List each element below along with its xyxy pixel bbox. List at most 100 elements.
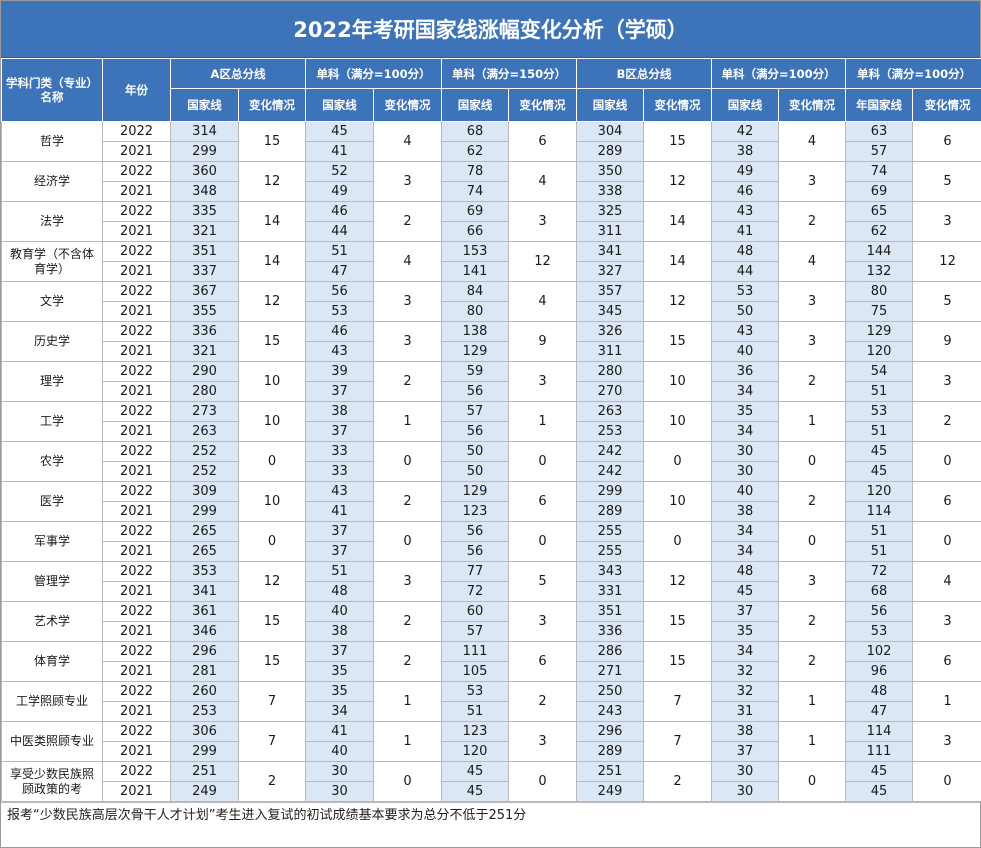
header-a-single-150: 单科（满分=150分）	[441, 58, 578, 89]
national-line-cell: 353	[170, 561, 239, 582]
national-line-cell: 40	[711, 341, 780, 362]
national-line-cell: 51	[845, 381, 914, 402]
national-line-cell: 53	[845, 621, 914, 642]
year-cell: 2022	[102, 721, 171, 742]
change-cell: 4	[372, 121, 443, 162]
national-line-cell: 273	[170, 401, 239, 422]
national-line-cell: 350	[576, 161, 645, 182]
national-line-cell: 34	[711, 421, 780, 442]
change-cell: 4	[372, 241, 443, 282]
national-line-cell: 32	[711, 661, 780, 682]
national-line-cell: 105	[441, 661, 510, 682]
header-change: 变化情况	[912, 88, 981, 122]
change-cell: 3	[508, 721, 578, 762]
national-line-cell: 37	[711, 601, 780, 622]
table-row: 法学 2022 335 14 46 2 69 3 325 14 43 2 65 3	[1, 201, 981, 242]
year-cell: 2021	[102, 581, 171, 602]
year-cell: 2021	[102, 461, 171, 482]
year-cell: 2021	[102, 781, 171, 802]
change-cell: 10	[238, 361, 306, 402]
year-cell: 2021	[102, 301, 171, 322]
national-line-cell: 38	[711, 501, 780, 522]
change-cell: 1	[912, 681, 981, 722]
national-line-cell: 53	[441, 681, 510, 702]
national-line-cell: 346	[170, 621, 239, 642]
national-line-cell: 34	[305, 701, 374, 722]
national-line-cell: 52	[305, 161, 374, 182]
table-row: 2021 337 47 141 327 44 132	[2, 261, 981, 282]
national-line-cell: 56	[441, 381, 510, 402]
change-cell: 6	[912, 481, 981, 522]
header-national-line: 国家线	[170, 88, 239, 122]
national-line-cell: 34	[711, 381, 780, 402]
national-line-cell: 68	[845, 581, 914, 602]
change-cell: 9	[912, 321, 981, 362]
year-cell: 2022	[102, 481, 171, 502]
national-line-cell: 45	[305, 121, 374, 142]
year-cell: 2021	[102, 701, 171, 722]
subject-cell: 工学照顾专业	[1, 681, 103, 722]
national-line-cell: 57	[845, 141, 914, 162]
national-line-cell: 56	[441, 421, 510, 442]
national-line-cell: 120	[441, 741, 510, 762]
national-line-cell: 43	[305, 481, 374, 502]
year-cell: 2022	[102, 441, 171, 462]
header-national-line: 国家线	[711, 88, 780, 122]
national-line-cell: 129	[441, 481, 510, 502]
table-row: 2021 355 53 80 345 50 75	[2, 301, 981, 322]
change-cell: 0	[778, 761, 847, 802]
national-line-cell: 32	[711, 681, 780, 702]
table-row: 文学 2022 367 12 56 3 84 4 357 12 53 3 80 5	[1, 281, 981, 322]
national-line-cell: 30	[711, 461, 780, 482]
national-line-cell: 341	[170, 581, 239, 602]
header-change: 变化情况	[643, 88, 713, 122]
header-row-1: 学科门类（专业）名称 年份 A区总分线 单科（满分=100分） 单科（满分=15…	[1, 58, 981, 122]
change-cell: 3	[372, 561, 443, 602]
year-cell: 2022	[102, 401, 171, 422]
national-line-cell: 299	[576, 481, 645, 502]
national-line-cell: 114	[845, 721, 914, 742]
table-row: 工学照顾专业 2022 260 7 35 1 53 2 250 7 32 1 48 1	[1, 681, 981, 722]
change-cell: 5	[912, 281, 981, 322]
national-line-cell: 46	[305, 201, 374, 222]
change-cell: 12	[508, 241, 578, 282]
change-cell: 1	[372, 681, 443, 722]
year-cell: 2021	[102, 341, 171, 362]
national-line-cell: 43	[305, 341, 374, 362]
national-line-cell: 361	[170, 601, 239, 622]
year-cell: 2022	[102, 361, 171, 382]
national-line-cell: 311	[576, 221, 645, 242]
national-line-cell: 37	[305, 421, 374, 442]
national-line-cell: 66	[441, 221, 510, 242]
change-cell: 15	[643, 321, 713, 362]
change-cell: 2	[508, 681, 578, 722]
national-line-cell: 43	[711, 201, 780, 222]
change-cell: 15	[238, 121, 306, 162]
change-cell: 7	[643, 721, 713, 762]
change-cell: 12	[912, 241, 981, 282]
change-cell: 2	[778, 481, 847, 522]
national-line-cell: 63	[845, 121, 914, 142]
national-line-cell: 68	[441, 121, 510, 142]
subject-cell: 历史学	[1, 321, 103, 362]
national-line-cell: 50	[441, 461, 510, 482]
change-cell: 10	[643, 401, 713, 442]
national-line-cell: 321	[170, 341, 239, 362]
change-cell: 1	[778, 401, 847, 442]
year-cell: 2022	[102, 561, 171, 582]
header-national-line: 国家线	[305, 88, 374, 122]
change-cell: 0	[778, 521, 847, 562]
change-cell: 14	[238, 241, 306, 282]
national-line-cell: 37	[305, 381, 374, 402]
national-line-cell: 33	[305, 461, 374, 482]
header-national-line: 国家线	[576, 88, 645, 122]
national-line-cell: 46	[305, 321, 374, 342]
national-line-cell: 50	[711, 301, 780, 322]
national-line-cell: 331	[576, 581, 645, 602]
national-line-cell: 40	[305, 741, 374, 762]
national-line-cell: 51	[845, 521, 914, 542]
table-row: 2021 341 48 72 331 45 68	[2, 581, 981, 602]
national-line-cell: 41	[305, 501, 374, 522]
year-cell: 2021	[102, 221, 171, 242]
